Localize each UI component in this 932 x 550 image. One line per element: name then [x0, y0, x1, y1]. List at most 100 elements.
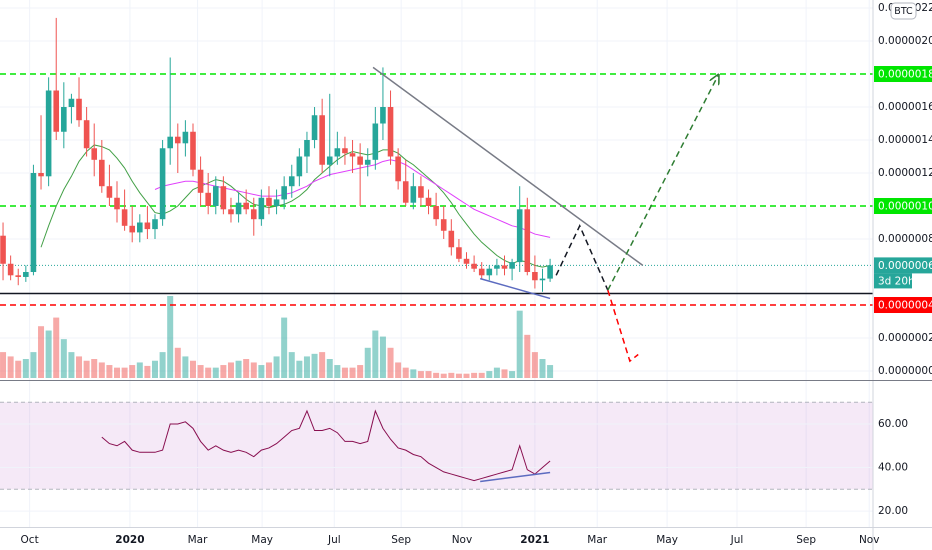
- rsi-tick-label: 60.00: [878, 418, 908, 430]
- volume-bar: [7, 356, 14, 378]
- candle-body: [174, 136, 181, 144]
- volume-bar: [45, 330, 52, 378]
- grid: [0, 0, 873, 527]
- candle-body: [501, 265, 508, 269]
- candle-body: [0, 235, 6, 264]
- x-tick-label: May: [251, 534, 273, 546]
- candle-body: [76, 98, 82, 121]
- countdown: 3d 20h: [878, 275, 915, 287]
- candle-body: [349, 153, 356, 157]
- trendline: [479, 277, 551, 300]
- volume-bar: [493, 367, 500, 378]
- candle-body: [266, 197, 272, 207]
- candle-body: [433, 206, 439, 220]
- volume-bar: [402, 367, 409, 378]
- volume-bar: [410, 369, 417, 378]
- volume-bar: [478, 372, 485, 378]
- candle-body: [235, 202, 242, 215]
- volume-bar: [303, 356, 310, 378]
- candle-body: [364, 159, 371, 165]
- candle-body: [91, 148, 98, 160]
- volume-bar: [144, 365, 151, 378]
- volume-bar: [174, 347, 181, 378]
- candle-body: [152, 219, 158, 230]
- x-tick-label: Sep: [391, 534, 411, 546]
- candle-body: [106, 186, 113, 198]
- candle-body: [326, 156, 333, 165]
- volume-bar: [531, 352, 538, 378]
- candle-body: [30, 173, 37, 273]
- volume-bar: [281, 317, 288, 378]
- level-label-box: [874, 66, 932, 83]
- candle-body: [311, 115, 318, 141]
- candle-body: [258, 197, 265, 220]
- volume-bar: [326, 359, 333, 378]
- volume-bar: [425, 371, 432, 378]
- volume-bar: [98, 362, 105, 378]
- volume-bar: [539, 359, 546, 378]
- volume-bar: [129, 365, 136, 378]
- candle-body: [15, 275, 22, 277]
- volume-bar: [440, 373, 447, 378]
- candle-body: [342, 148, 348, 154]
- volume-bar: [197, 365, 204, 378]
- candle-body: [402, 181, 409, 203]
- volume-bar: [433, 372, 440, 378]
- candle-body: [182, 131, 189, 144]
- candle-body: [532, 272, 538, 281]
- candle-body: [129, 225, 136, 233]
- volume-bar: [501, 369, 508, 378]
- candle-body: [539, 278, 546, 281]
- candle-body: [319, 115, 325, 165]
- candle-body: [334, 148, 341, 157]
- volume-bar: [288, 352, 295, 378]
- candle-body: [494, 265, 500, 269]
- last-price-box: [874, 257, 932, 274]
- candle-body: [486, 268, 493, 276]
- volume-bar: [205, 367, 212, 378]
- candle-body: [159, 148, 166, 220]
- candle-body: [99, 159, 105, 187]
- volume-bar: [227, 362, 234, 378]
- y-tick-label: 0.00000000: [878, 365, 932, 377]
- candle-body: [478, 268, 485, 276]
- volume-bar: [189, 360, 196, 378]
- volume-bar: [114, 367, 121, 378]
- candle-body: [114, 197, 120, 210]
- candle-body: [250, 209, 257, 220]
- volume-bar: [448, 372, 455, 378]
- volume-bar: [395, 362, 402, 378]
- candle-body: [296, 156, 303, 177]
- volume-bar: [273, 356, 280, 378]
- trendline: [555, 224, 609, 291]
- candle-body: [45, 90, 52, 177]
- volume-bar: [547, 365, 554, 378]
- candle-body: [304, 140, 310, 157]
- candle-body: [547, 265, 553, 279]
- rsi-band: [0, 402, 873, 490]
- x-tick-label: Mar: [188, 534, 208, 546]
- candle-body: [471, 263, 477, 269]
- rsi-line: [101, 409, 551, 482]
- candle-body: [83, 120, 90, 149]
- candle-body: [395, 156, 401, 182]
- volume-bar: [76, 356, 83, 378]
- candle-body: [463, 258, 470, 264]
- volume-bar: [38, 326, 45, 378]
- volume-bar: [357, 365, 364, 378]
- candle-body: [228, 209, 234, 215]
- volume-bar: [220, 365, 227, 378]
- candle-body: [53, 90, 60, 132]
- candle-body: [167, 136, 173, 149]
- volume-bar: [364, 347, 371, 378]
- volume-bar: [106, 365, 113, 378]
- volume-bar: [463, 373, 470, 378]
- trendline: [607, 289, 639, 363]
- volume-bar: [296, 360, 303, 378]
- volume-bar: [509, 371, 516, 378]
